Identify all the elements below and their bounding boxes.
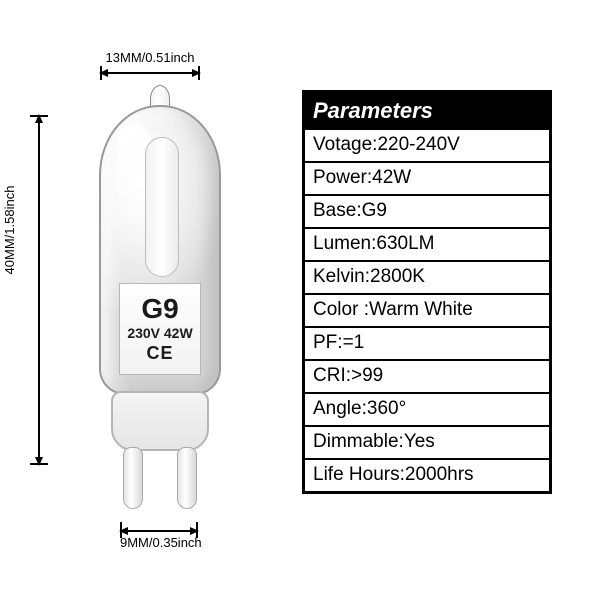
parameters-row-label: PF [313,332,343,354]
parameters-row-label: Votage [313,134,377,156]
bulb-pin-right [177,447,197,509]
dimension-bottom-ext-left [120,522,122,538]
bulb-label-base: G9 [141,295,178,323]
parameters-rows: Votage220-240VPower42WBaseG9Lumen630LMKe… [305,130,549,491]
parameters-row: BaseG9 [305,194,549,227]
dimension-left-ext-top [30,115,48,117]
dimension-top-arrow [100,72,200,74]
parameters-row-value: Yes [404,431,435,453]
parameters-row-label: Power [313,167,372,189]
parameters-row: Kelvin2800K [305,260,549,293]
parameters-row: Angle360° [305,392,549,425]
parameters-row-value: 42W [372,167,411,189]
bulb-inner-capsule [145,137,179,277]
parameters-row-label: Lumen [313,233,376,255]
parameters-row-value: 2800K [370,266,425,288]
bulb-label-spec: 230V 42W [127,325,192,341]
parameters-row: PF=1 [305,326,549,359]
parameters-row-label: Kelvin [313,266,370,288]
parameters-header: Parameters [305,93,549,130]
dimension-bottom-label: 9MM/0.35inch [120,535,200,550]
parameters-row-value: G9 [362,200,387,222]
parameters-row-value: =1 [343,332,365,354]
parameters-row-value: Warm White [369,299,473,321]
parameters-row-value: 360° [367,398,406,420]
parameters-row-value: >99 [351,365,383,387]
parameters-row: Votage220-240V [305,130,549,161]
dimension-bottom-ext-right [196,522,198,538]
parameters-row: Color Warm White [305,293,549,326]
bulb-body: G9 230V 42W CE [99,105,221,395]
parameters-row: Power42W [305,161,549,194]
dimension-top-ext-left [100,66,102,80]
parameters-row: DimmableYes [305,425,549,458]
parameters-row: Life Hours2000hrs [305,458,549,491]
dimension-left-arrow [38,115,40,465]
dimension-top-label: 13MM/0.51inch [95,50,205,65]
bulb-pin-left [123,447,143,509]
parameters-row-label: Color [313,299,369,321]
dimension-left-ext-bottom [30,463,48,465]
parameters-row-value: 220-240V [377,134,459,156]
parameters-row-label: Base [313,200,362,222]
parameters-row: Lumen630LM [305,227,549,260]
dimension-bottom-arrow [120,530,198,532]
parameters-row-label: CRI [313,365,351,387]
bulb-label-plate: G9 230V 42W CE [119,283,201,375]
bulb-base [111,391,209,451]
parameters-row: CRI>99 [305,359,549,392]
parameters-row-value: 2000hrs [405,464,474,486]
dimension-top-ext-right [198,66,200,80]
bulb-label-ce: CE [146,343,173,364]
parameters-row-label: Life Hours [313,464,405,486]
dimension-left-label: 40MM/1.58inch [2,160,17,300]
parameters-row-value: 630LM [376,233,434,255]
parameters-row-label: Angle [313,398,367,420]
parameters-table: Parameters Votage220-240VPower42WBaseG9L… [302,90,552,494]
parameters-row-label: Dimmable [313,431,404,453]
